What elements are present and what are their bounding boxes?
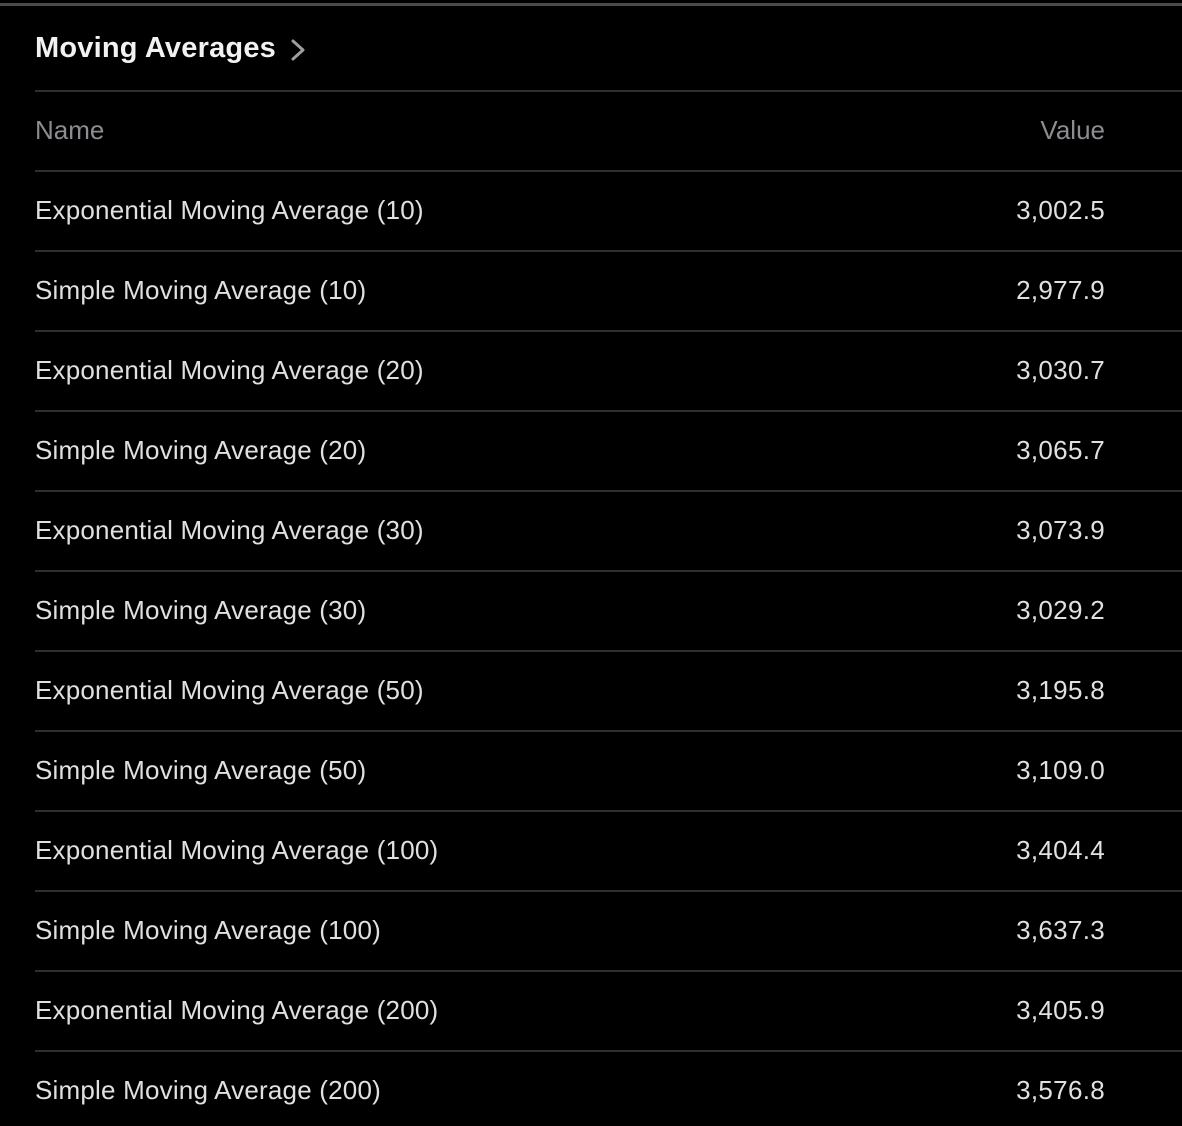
indicator-value: 3,404.4 bbox=[1016, 835, 1105, 866]
row-divider bbox=[35, 730, 1182, 732]
indicator-name: Exponential Moving Average (20) bbox=[35, 355, 424, 386]
indicator-name: Simple Moving Average (200) bbox=[35, 1075, 381, 1106]
moving-averages-header-link[interactable]: Moving Averages bbox=[0, 6, 1182, 90]
row-divider bbox=[35, 250, 1182, 252]
table-row[interactable]: Simple Moving Average (30) 3,029.2 bbox=[0, 572, 1182, 651]
table-row-wrap: Exponential Moving Average (10) 3,002.5 bbox=[0, 172, 1182, 252]
indicator-value: 3,065.7 bbox=[1016, 435, 1105, 466]
table-body: Exponential Moving Average (10) 3,002.5 … bbox=[0, 172, 1182, 1126]
column-header-divider bbox=[35, 170, 1182, 172]
table-row-wrap: Exponential Moving Average (50) 3,195.8 bbox=[0, 652, 1182, 732]
table-row[interactable]: Exponential Moving Average (200) 3,405.9 bbox=[0, 972, 1182, 1051]
row-divider bbox=[35, 330, 1182, 332]
indicator-name: Exponential Moving Average (100) bbox=[35, 835, 439, 866]
table-row[interactable]: Simple Moving Average (50) 3,109.0 bbox=[0, 732, 1182, 811]
indicator-value: 3,029.2 bbox=[1016, 595, 1105, 626]
indicator-name: Simple Moving Average (50) bbox=[35, 755, 367, 786]
indicator-value: 3,002.5 bbox=[1016, 195, 1105, 226]
indicator-name: Simple Moving Average (100) bbox=[35, 915, 381, 946]
chevron-right-icon bbox=[289, 35, 306, 65]
table-row[interactable]: Exponential Moving Average (50) 3,195.8 bbox=[0, 652, 1182, 731]
indicator-name: Exponential Moving Average (30) bbox=[35, 515, 424, 546]
indicator-value: 3,109.0 bbox=[1016, 755, 1105, 786]
indicator-value: 2,977.9 bbox=[1016, 275, 1105, 306]
indicator-name: Simple Moving Average (30) bbox=[35, 595, 367, 626]
indicator-value: 3,576.8 bbox=[1016, 1075, 1105, 1106]
header-divider bbox=[35, 90, 1182, 92]
table-row[interactable]: Simple Moving Average (100) 3,637.3 bbox=[0, 892, 1182, 971]
table-row-wrap: Simple Moving Average (200) 3,576.8 bbox=[0, 1052, 1182, 1126]
section-top-divider bbox=[0, 3, 1182, 6]
table-row-wrap: Exponential Moving Average (200) 3,405.9 bbox=[0, 972, 1182, 1052]
indicator-value: 3,405.9 bbox=[1016, 995, 1105, 1026]
column-header-value: Value bbox=[1040, 115, 1105, 146]
row-divider bbox=[35, 650, 1182, 652]
table-column-header: Name Value bbox=[0, 92, 1182, 171]
section-title: Moving Averages bbox=[35, 31, 276, 64]
table-row-wrap: Simple Moving Average (30) 3,029.2 bbox=[0, 572, 1182, 652]
table-row[interactable]: Exponential Moving Average (20) 3,030.7 bbox=[0, 332, 1182, 411]
indicator-name: Exponential Moving Average (50) bbox=[35, 675, 424, 706]
indicator-value: 3,195.8 bbox=[1016, 675, 1105, 706]
table-row[interactable]: Simple Moving Average (10) 2,977.9 bbox=[0, 252, 1182, 331]
indicator-name: Exponential Moving Average (200) bbox=[35, 995, 439, 1026]
row-divider bbox=[35, 890, 1182, 892]
row-divider bbox=[35, 810, 1182, 812]
table-row[interactable]: Exponential Moving Average (100) 3,404.4 bbox=[0, 812, 1182, 891]
indicator-name: Exponential Moving Average (10) bbox=[35, 195, 424, 226]
table-row-wrap: Simple Moving Average (20) 3,065.7 bbox=[0, 412, 1182, 492]
indicator-value: 3,637.3 bbox=[1016, 915, 1105, 946]
table-row-wrap: Exponential Moving Average (100) 3,404.4 bbox=[0, 812, 1182, 892]
row-divider bbox=[35, 970, 1182, 972]
row-divider bbox=[35, 410, 1182, 412]
row-divider bbox=[35, 490, 1182, 492]
indicator-name: Simple Moving Average (20) bbox=[35, 435, 367, 466]
table-row-wrap: Simple Moving Average (50) 3,109.0 bbox=[0, 732, 1182, 812]
table-row-wrap: Simple Moving Average (10) 2,977.9 bbox=[0, 252, 1182, 332]
table-row-wrap: Simple Moving Average (100) 3,637.3 bbox=[0, 892, 1182, 972]
indicator-name: Simple Moving Average (10) bbox=[35, 275, 367, 306]
indicator-value: 3,073.9 bbox=[1016, 515, 1105, 546]
table-row[interactable]: Exponential Moving Average (30) 3,073.9 bbox=[0, 492, 1182, 571]
indicator-value: 3,030.7 bbox=[1016, 355, 1105, 386]
row-divider bbox=[35, 570, 1182, 572]
row-divider bbox=[35, 1050, 1182, 1052]
table-row[interactable]: Simple Moving Average (200) 3,576.8 bbox=[0, 1052, 1182, 1126]
table-row-wrap: Exponential Moving Average (30) 3,073.9 bbox=[0, 492, 1182, 572]
column-header-name: Name bbox=[35, 115, 105, 146]
table-row[interactable]: Simple Moving Average (20) 3,065.7 bbox=[0, 412, 1182, 491]
table-row[interactable]: Exponential Moving Average (10) 3,002.5 bbox=[0, 172, 1182, 251]
table-row-wrap: Exponential Moving Average (20) 3,030.7 bbox=[0, 332, 1182, 412]
